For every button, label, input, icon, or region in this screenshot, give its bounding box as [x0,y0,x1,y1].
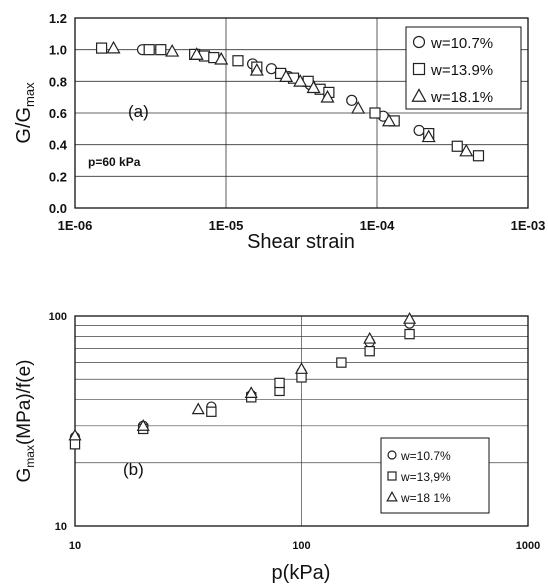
panel-a-x-axis-title: Shear strain [247,231,355,253]
panel-a-y-tick-label: 0.4 [49,138,68,153]
panel-b-y-title-rest: (MPa)/f(e) [14,360,35,446]
panel-a-point-square [451,140,463,152]
panel-a-point-circle [346,94,358,106]
panel-a-y-tick-label: 0.6 [49,106,67,121]
panel-b-x-ticks: 10 100 1000 [69,540,540,552]
panel-b-point-triangle [403,312,417,324]
panel-a-label: (a) [128,102,149,121]
panel-a-point-triangle [351,101,366,114]
panel-a-y-title-main: G/G [13,107,35,144]
panel-b-data-points [68,312,417,450]
panel-b-point-square [274,377,285,389]
panel-a-annotation: p=60 kPa [88,155,141,169]
panel-b-point-square [404,328,415,340]
panel-b-y-ticks: 10 100 [49,311,67,533]
panel-a-y-tick-label: 1.2 [49,11,67,26]
panel-b-point-square [336,357,347,368]
panel-b-x-axis-title: p(kPa) [272,562,331,584]
panel-a-legend-entries: w=10.7% w=13.9% w=18.1% [411,35,493,106]
panel-a-point-triangle [320,89,335,103]
panel-a-point-triangle [279,69,294,82]
panel-a-point-circle [413,124,425,137]
panel-a-point-triangle [421,129,436,143]
panel-b-legend-entries: w=10.7% w=13,9% w=18 1% [386,449,451,505]
panel-b-point-square [364,345,375,357]
panel-a-point-triangle [381,113,396,127]
panel-a-point-triangle [459,143,474,157]
panel-b-point-square [206,406,217,417]
panel-a-point-triangle [249,63,264,76]
panel-b-point-triangle [68,428,82,441]
panel-b-point-square [296,372,307,383]
panel-b-y-tick-label: 10 [55,521,67,533]
panel-a-y-tick-label: 1.0 [49,43,67,58]
panel-a-legend-label: w=13.9% [430,62,493,79]
panel-a-plot-frame [74,17,529,209]
panel-b-x-tick-label: 1000 [516,540,540,552]
panel-a-point-square [95,42,108,54]
panel-b-x-tick-label: 10 [69,540,81,552]
panel-b-y-title-main: G [14,468,35,483]
panel-a-legend-label: w=18.1% [430,89,493,106]
panel-a-x-tick-label: 1E-05 [209,218,244,233]
panel-a-x-tick-label: 1E-06 [58,218,93,233]
panel-b-point-triangle [136,419,150,431]
panel-a-point-square [155,44,167,56]
panel-a-legend: w=10.7% w=13.9% w=18.1% [405,26,522,110]
panel-b-plot-frame [74,315,529,527]
panel-b-point-square [69,439,81,450]
panel-a-x-ticks: 1E-06 1E-05 1E-04 1E-03 [58,218,546,233]
panel-b-y-axis-title: Gmax(MPa)/f(e) [14,360,37,483]
panel-a-y-title-sub: max [22,82,37,107]
panel-b-legend-marker-square [387,471,397,481]
panel-a-point-square [369,107,381,119]
panel-b: 10 100 10 100 1000 (b) Gmax(MPa)/f(e) p(kPa… [14,311,540,584]
panel-b-y-tick-label: 100 [49,311,67,323]
panel-a-point-square [232,55,244,67]
panel-b-point-triangle [294,362,309,374]
panel-a-point-triangle [189,47,204,60]
panel-b-legend-label: w=10.7% [400,449,451,463]
panel-a-data-points [95,40,485,162]
panel-a-legend-marker-square [412,62,426,76]
panel-a-point-square [472,150,485,162]
panel-a-legend-box [405,26,522,110]
panel-a-point-triangle [293,74,308,87]
panel-b-legend-marker-circle [387,450,397,460]
panel-b-point-triangle [244,386,258,398]
panel-b-point-triangle [363,331,377,344]
panel-a-legend-marker-circle [412,35,426,49]
panel-a-legend-marker-triangle [411,88,427,102]
panel-a-x-tick-label: 1E-03 [511,218,546,233]
panel-a-point-triangle [214,51,229,65]
panel-a-y-axis-title: G/Gmax [13,82,37,144]
panel-a: 0.00.20.40.60.81.01.2 1E-06 1E-05 1E-04 1E-… [13,11,545,253]
panel-b-x-tick-label: 100 [292,540,310,552]
panel-b-legend-marker-triangle [386,490,398,502]
panel-a-point-triangle [165,44,180,57]
panel-b-legend-box [380,437,490,514]
panel-a-y-tick-label: 0.2 [49,169,67,184]
panel-a-y-tick-label: 0.8 [49,74,67,89]
panel-a-x-tick-label: 1E-04 [360,218,395,233]
panel-a-point-square [143,44,155,56]
panel-b-y-title-sub: max [23,445,37,468]
panel-a-point-triangle [106,40,121,54]
panel-b-legend-label: w=18 1% [400,491,451,505]
panel-b-point-triangle [191,402,205,415]
panel-a-y-tick-label: 0.0 [49,201,67,216]
panel-b-legend-label: w=13,9% [400,470,451,484]
panel-a-point-triangle [306,80,321,94]
panel-b-legend: w=10.7% w=13,9% w=18 1% [380,437,490,514]
panel-a-legend-label: w=10.7% [430,35,493,52]
panel-a-point-circle [265,63,278,75]
panel-b-label: (b) [123,460,144,479]
panel-a-y-ticks: 0.0 0.2 0.4 0.6 0.8 1.0 1.2 [49,11,68,216]
